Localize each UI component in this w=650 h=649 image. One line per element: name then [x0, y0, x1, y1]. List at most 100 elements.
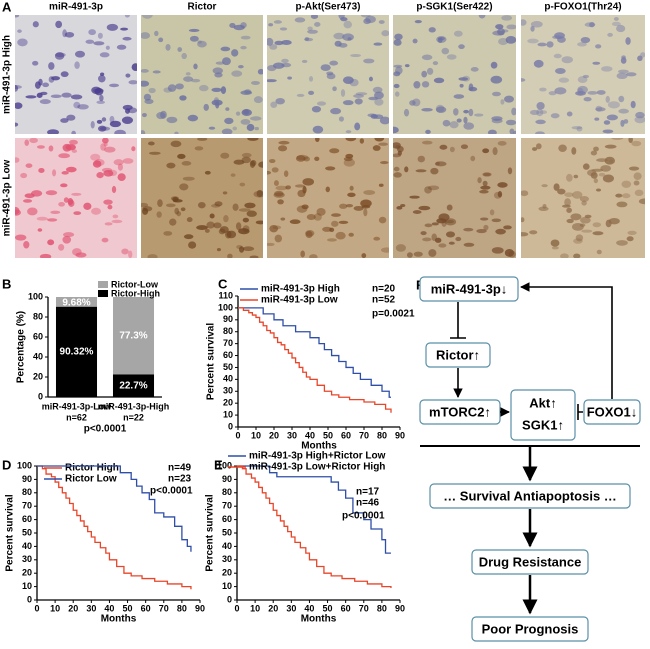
cell [434, 161, 447, 167]
cell [372, 86, 383, 94]
cell [169, 218, 177, 226]
x-axis-label: Months [101, 614, 137, 625]
cell [613, 17, 619, 21]
cell [63, 197, 69, 203]
cell [268, 23, 274, 27]
cell [254, 126, 259, 131]
cell [275, 185, 288, 191]
y-tick-label: 0 [27, 594, 32, 604]
legend-label: miR-491-3p Low+Rictor High [249, 462, 385, 473]
cell [63, 232, 75, 238]
cell [606, 114, 618, 121]
cell [582, 74, 590, 79]
y-tick-label: 40 [223, 374, 233, 384]
cell [361, 253, 367, 258]
legend-label: Rictor Low [65, 474, 117, 485]
cell [240, 22, 247, 29]
bar-segment [112, 297, 155, 375]
cell [128, 250, 133, 258]
cell [244, 202, 256, 209]
survival-curve [37, 465, 192, 590]
cell [15, 209, 21, 216]
cell [345, 138, 357, 142]
cell [558, 144, 567, 152]
x-tick-label: 10 [50, 603, 60, 613]
cell [497, 182, 508, 188]
panel-f: F miR-491-3p↓ Rictor↑ mTORC2↑ Akt↑ SGK1↑… [416, 276, 641, 642]
x-tick-label: 10 [250, 603, 260, 613]
cell [587, 90, 598, 95]
cell [107, 204, 113, 210]
cell [616, 240, 628, 246]
cell [378, 216, 387, 224]
cell [190, 78, 201, 83]
cell [15, 157, 20, 163]
cell [511, 107, 516, 116]
legend-swatch [98, 281, 108, 288]
cell [474, 113, 484, 117]
cell [628, 166, 640, 171]
cell [230, 173, 236, 177]
cell [17, 29, 22, 33]
cell [326, 73, 336, 80]
cell [566, 111, 573, 117]
x-tick-label: 40 [304, 603, 314, 613]
cell [584, 214, 592, 219]
cell [197, 40, 207, 48]
cell [439, 144, 448, 150]
cell [421, 107, 433, 112]
cell [558, 77, 570, 83]
cell [373, 114, 384, 120]
x-tick-label: 50 [323, 603, 333, 613]
cell [598, 172, 606, 177]
y-tick-label: 90 [22, 474, 32, 484]
cell [363, 208, 368, 217]
cell [412, 210, 422, 214]
cell [604, 144, 617, 149]
y-tick-label: 20 [222, 568, 232, 578]
cell [272, 225, 282, 230]
cell [605, 219, 612, 228]
cell [188, 241, 197, 249]
cell [345, 130, 352, 134]
cell [505, 119, 516, 126]
cell [600, 165, 612, 172]
cell [330, 107, 342, 115]
cell [627, 230, 637, 235]
cell [575, 90, 586, 96]
cell [415, 169, 427, 173]
cell [331, 220, 339, 227]
bar-segment [112, 374, 155, 397]
x-tick-label: 90 [395, 603, 405, 613]
cell [203, 103, 209, 111]
cell [219, 226, 229, 233]
cell [197, 138, 208, 141]
x-tick-label: miR-491-3p-Low [42, 401, 113, 411]
cell [141, 69, 149, 73]
cell [163, 231, 173, 236]
cell [501, 29, 509, 33]
cell [625, 37, 631, 45]
cell [491, 247, 504, 254]
y-tick-label: 100 [17, 460, 32, 470]
cell [590, 172, 598, 179]
cell [340, 17, 348, 22]
micrograph [393, 138, 516, 258]
cell [343, 20, 352, 29]
cell [166, 203, 176, 208]
cell [314, 156, 320, 161]
cell [381, 30, 389, 37]
cell [62, 143, 72, 152]
cell [99, 52, 110, 58]
cell [238, 208, 251, 212]
cell [269, 159, 276, 164]
cell [27, 207, 38, 216]
cell [199, 84, 209, 92]
cell [36, 92, 43, 98]
cell [58, 243, 65, 251]
cell [314, 22, 321, 27]
cell [497, 28, 506, 36]
cell [90, 153, 101, 161]
cell [48, 62, 55, 70]
cell [52, 169, 57, 177]
